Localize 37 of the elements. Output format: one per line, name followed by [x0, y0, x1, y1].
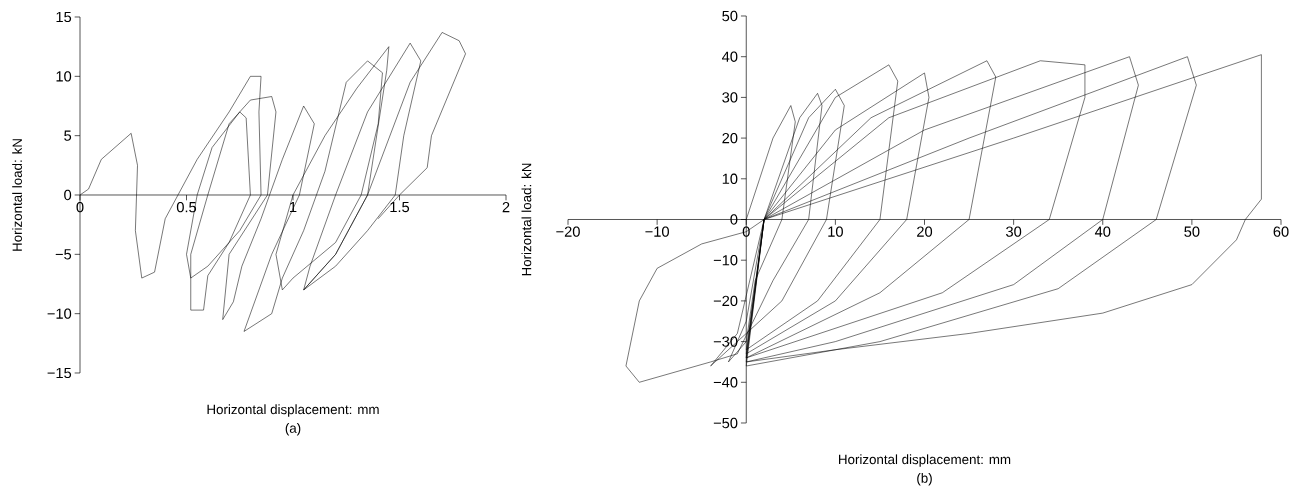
y-tick-label: −15	[47, 367, 72, 379]
y-tick-label: 30	[722, 92, 738, 103]
x-tick-label: 0.5	[176, 201, 197, 213]
x-tick-label: 50	[1184, 226, 1200, 237]
y-tick-label: −5	[55, 249, 72, 260]
y-tick-label: −30	[713, 336, 738, 347]
x-tick-label: 0	[742, 226, 750, 237]
x-tick-label: 20	[917, 226, 933, 237]
y-tick-label: −10	[713, 255, 738, 266]
x-tick-label: 40	[1094, 226, 1111, 237]
x-tick-label: 1	[290, 201, 297, 213]
x-tick-label: −20	[556, 226, 580, 237]
x-tick-label: 0	[76, 201, 84, 213]
y-tick-label: 5	[64, 130, 72, 141]
y-tick-label: −50	[713, 417, 738, 429]
x-tick-label: 60	[1273, 226, 1289, 237]
y-tick-label: 0	[64, 189, 72, 201]
text: (a)	[285, 423, 301, 436]
y-axis-title: Horizontal load: kN	[12, 139, 22, 251]
y-axis-title: Horizontal load: kN	[521, 163, 532, 276]
x-axis-title: Horizontal displacement: mm	[207, 404, 379, 417]
y-tick-label: 40	[722, 51, 738, 62]
y-tick-label: 20	[722, 132, 738, 144]
y-tick-label: 50	[722, 10, 738, 22]
x-tick-label: 10	[828, 226, 843, 237]
y-tick-label: −40	[713, 377, 738, 388]
y-tick-label: −10	[47, 308, 72, 319]
y-tick-label: 15	[56, 11, 72, 23]
x-tick-label: −10	[645, 226, 669, 237]
text: (b)	[917, 473, 932, 486]
x-axis-title: Horizontal displacement: mm	[839, 454, 1011, 467]
x-tick-label: 1.5	[390, 201, 410, 213]
x-tick-label: 30	[1006, 226, 1022, 237]
y-tick-label: 10	[722, 173, 738, 185]
x-tick-label: 2	[502, 201, 510, 213]
y-tick-label: −20	[713, 295, 738, 307]
y-tick-label: 10	[56, 71, 72, 82]
